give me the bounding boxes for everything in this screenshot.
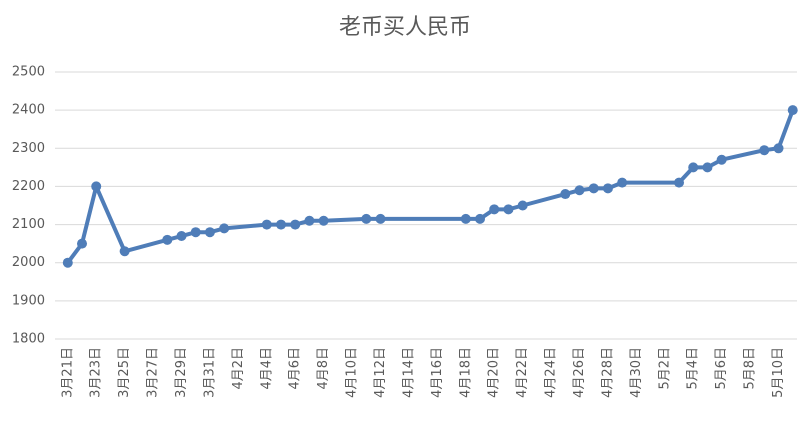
- x-tick-label: 4月30日: [629, 347, 644, 398]
- point: [489, 204, 500, 215]
- point: [276, 219, 287, 230]
- x-tick-label: 3月23日: [89, 347, 104, 398]
- chart-title: 老币买人民币: [339, 15, 471, 40]
- point: [91, 181, 102, 192]
- x-tick-label: 4月20日: [487, 347, 502, 398]
- x-tick-label: 5月10日: [771, 347, 786, 398]
- point: [460, 213, 471, 224]
- point: [62, 257, 73, 268]
- point: [190, 227, 201, 238]
- point: [773, 143, 784, 154]
- x-tick-label: 3月25日: [117, 347, 132, 398]
- x-tick-label: 4月16日: [430, 347, 445, 398]
- point: [219, 223, 230, 234]
- point: [176, 231, 187, 242]
- x-tick-label: 4月26日: [572, 347, 587, 398]
- point: [77, 238, 88, 249]
- point: [574, 185, 585, 196]
- point: [702, 162, 713, 173]
- point: [787, 105, 798, 116]
- x-tick-label: 4月24日: [544, 347, 559, 398]
- point: [119, 246, 130, 257]
- y-tick-label: 2100: [12, 217, 45, 232]
- x-tick-label: 3月31日: [202, 347, 217, 398]
- x-tick-label: 3月29日: [174, 347, 189, 398]
- point: [588, 183, 599, 194]
- x-tick-label: 4月8日: [316, 347, 331, 390]
- point: [361, 213, 372, 224]
- point: [375, 213, 386, 224]
- x-tick-label: 5月8日: [743, 347, 758, 390]
- y-tick-label: 2200: [12, 179, 45, 194]
- point: [318, 215, 329, 226]
- x-tick-label: 4月22日: [515, 347, 530, 398]
- point: [759, 145, 770, 156]
- x-tick-label: 5月2日: [657, 347, 672, 390]
- x-tick-label: 4月10日: [345, 347, 360, 398]
- point: [602, 183, 613, 194]
- x-tick-label: 4月6日: [288, 347, 303, 390]
- y-tick-label: 2400: [12, 103, 45, 118]
- x-tick-label: 4月2日: [231, 347, 246, 390]
- point: [261, 219, 272, 230]
- point: [674, 177, 685, 188]
- point: [688, 162, 699, 173]
- point: [716, 154, 727, 165]
- point: [517, 200, 528, 211]
- point: [162, 234, 173, 245]
- point: [560, 189, 571, 200]
- y-tick-label: 2500: [12, 65, 45, 80]
- x-tick-label: 3月21日: [60, 347, 75, 398]
- y-tick-label: 2300: [12, 141, 45, 156]
- x-tick-label: 4月14日: [401, 347, 416, 398]
- y-tick-label: 1800: [12, 332, 45, 347]
- x-tick-label: 5月6日: [714, 347, 729, 390]
- point: [304, 215, 315, 226]
- y-tick-label: 2000: [12, 255, 45, 270]
- y-tick-label: 1900: [12, 293, 45, 308]
- point: [475, 213, 486, 224]
- x-tick-label: 5月4日: [686, 347, 701, 390]
- x-tick-label: 3月27日: [146, 347, 161, 398]
- point: [503, 204, 514, 215]
- point: [290, 219, 301, 230]
- point: [204, 227, 215, 238]
- x-tick-label: 4月12日: [373, 347, 388, 398]
- x-tick-label: 4月4日: [259, 347, 274, 390]
- point: [617, 177, 628, 188]
- x-tick-label: 4月28日: [600, 347, 615, 398]
- x-tick-label: 4月18日: [458, 347, 473, 398]
